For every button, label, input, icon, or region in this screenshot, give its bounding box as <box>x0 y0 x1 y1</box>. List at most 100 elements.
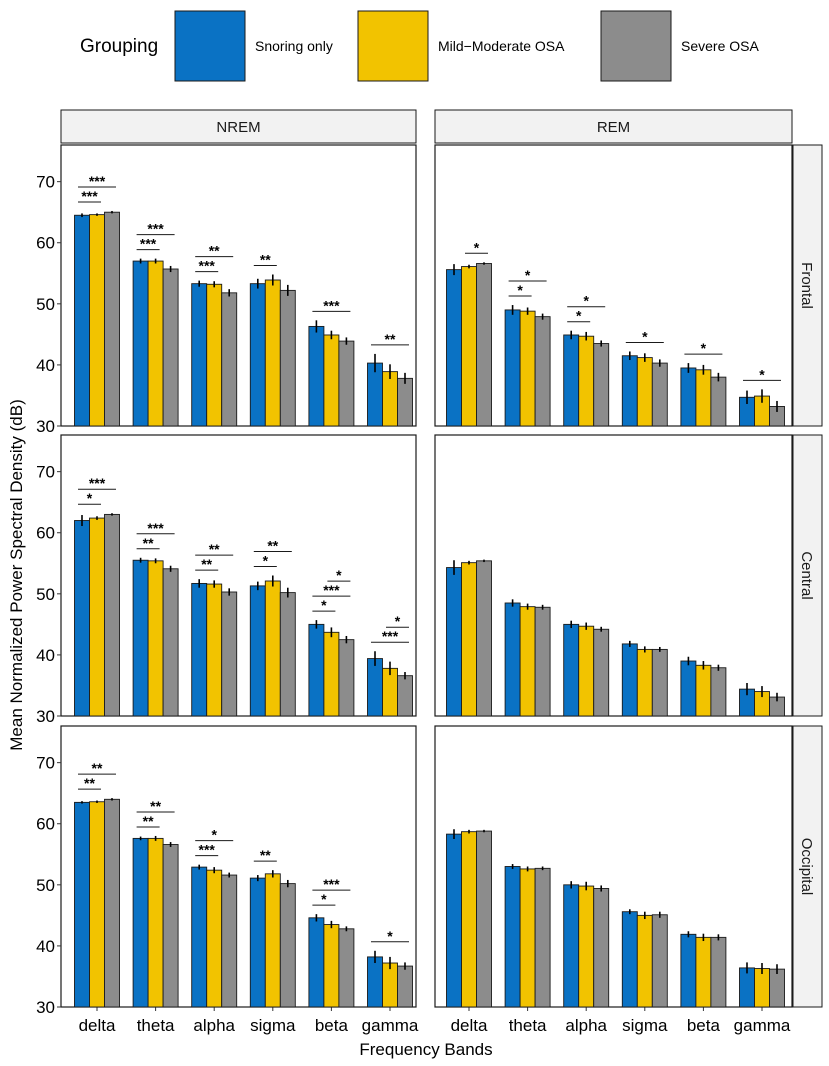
bar <box>162 844 179 1008</box>
x-axis-title: Frequency Bands <box>359 1040 492 1059</box>
bar <box>382 371 398 427</box>
panel-border <box>434 434 793 717</box>
y-tick-label: 70 <box>36 463 55 482</box>
bar <box>593 628 610 717</box>
significance-label: ** <box>143 813 154 829</box>
significance-label: * <box>263 553 269 569</box>
y-axis-title: Mean Normalized Power Spectral Density (… <box>7 399 26 750</box>
bar <box>147 837 164 1008</box>
significance-label: * <box>87 490 93 506</box>
y-tick-label: 40 <box>36 937 55 956</box>
panel-nrem-occipital: ******************* <box>57 725 417 1011</box>
bar <box>249 585 266 717</box>
bar <box>221 292 238 427</box>
bar <box>636 648 653 717</box>
significance-label: ** <box>209 541 220 557</box>
panel-nrem-central: ************************* <box>57 434 417 717</box>
x-tick-label: alpha <box>565 1016 607 1035</box>
panel-border <box>60 725 417 1008</box>
bar <box>754 968 770 1008</box>
significance-label: *** <box>89 173 106 189</box>
bar <box>104 513 120 717</box>
bar <box>461 562 477 717</box>
bar <box>308 623 325 717</box>
y-tick-label: 50 <box>36 585 55 604</box>
bar <box>446 833 462 1008</box>
bar <box>249 877 266 1008</box>
bar <box>563 334 580 427</box>
significance-label: * <box>321 891 327 907</box>
bar <box>563 884 580 1008</box>
legend-swatch-snoring <box>174 10 246 82</box>
bar <box>382 962 398 1008</box>
bar <box>323 631 340 717</box>
significance-label: * <box>336 567 342 583</box>
significance-label: * <box>517 282 523 298</box>
panel-rem-frontal: ******** <box>434 144 793 427</box>
y-tick-label: 70 <box>36 754 55 773</box>
significance-label: * <box>642 328 648 344</box>
bar <box>621 911 638 1008</box>
bar <box>739 967 755 1008</box>
significance-label: *** <box>323 876 340 892</box>
bar <box>308 325 325 427</box>
bar <box>338 340 355 427</box>
bar <box>162 568 179 717</box>
strip-nrem <box>60 109 417 144</box>
bar <box>74 801 90 1008</box>
significance-label: *** <box>199 842 216 858</box>
panel-rem-occipital <box>434 725 793 1011</box>
bar <box>563 623 580 717</box>
significance-label: ** <box>260 252 271 268</box>
panel-border <box>434 144 793 427</box>
strip-label-occipital: Occipital <box>798 838 815 896</box>
panel-border <box>434 725 793 1008</box>
significance-label: *** <box>140 236 157 252</box>
bar <box>397 377 413 427</box>
bar <box>461 266 477 427</box>
bar <box>446 269 462 427</box>
y-tick-label: 40 <box>36 646 55 665</box>
legend-label-snoring: Snoring only <box>255 38 333 54</box>
x-tick-label: beta <box>315 1016 349 1035</box>
bar <box>519 310 536 427</box>
significance-label: *** <box>199 258 216 274</box>
bar <box>338 928 355 1008</box>
significance-label: * <box>701 340 707 356</box>
bar <box>264 580 281 717</box>
significance-label: ** <box>260 847 271 863</box>
bar <box>264 873 281 1008</box>
bar <box>279 289 296 427</box>
bar <box>206 869 223 1008</box>
bar <box>461 831 477 1008</box>
bar <box>710 667 727 717</box>
bar <box>308 917 325 1008</box>
x-tick-label: gamma <box>362 1016 419 1035</box>
bar <box>89 214 105 427</box>
bar <box>651 362 668 427</box>
significance-label: *** <box>323 297 340 313</box>
bar <box>534 606 551 717</box>
bar <box>323 924 340 1008</box>
bar <box>534 316 551 427</box>
panel-rem-central <box>434 434 793 717</box>
x-tick-label: delta <box>451 1016 488 1035</box>
x-tick-label: theta <box>137 1016 175 1035</box>
bar <box>534 867 551 1008</box>
bar <box>578 625 595 717</box>
bar <box>621 355 638 427</box>
bar <box>264 279 281 427</box>
bar <box>191 283 208 427</box>
bar <box>519 606 536 717</box>
significance-label: *** <box>323 582 340 598</box>
strip-label-rem: REM <box>597 119 630 136</box>
strip-label-nrem: NREM <box>216 119 260 136</box>
y-tick-label: 70 <box>36 173 55 192</box>
bar <box>191 582 208 717</box>
bar <box>367 658 383 717</box>
bar <box>206 583 223 717</box>
panel-nrem-frontal: ************************ <box>57 144 417 427</box>
significance-label: * <box>583 293 589 309</box>
x-tick-label: sigma <box>250 1016 296 1035</box>
